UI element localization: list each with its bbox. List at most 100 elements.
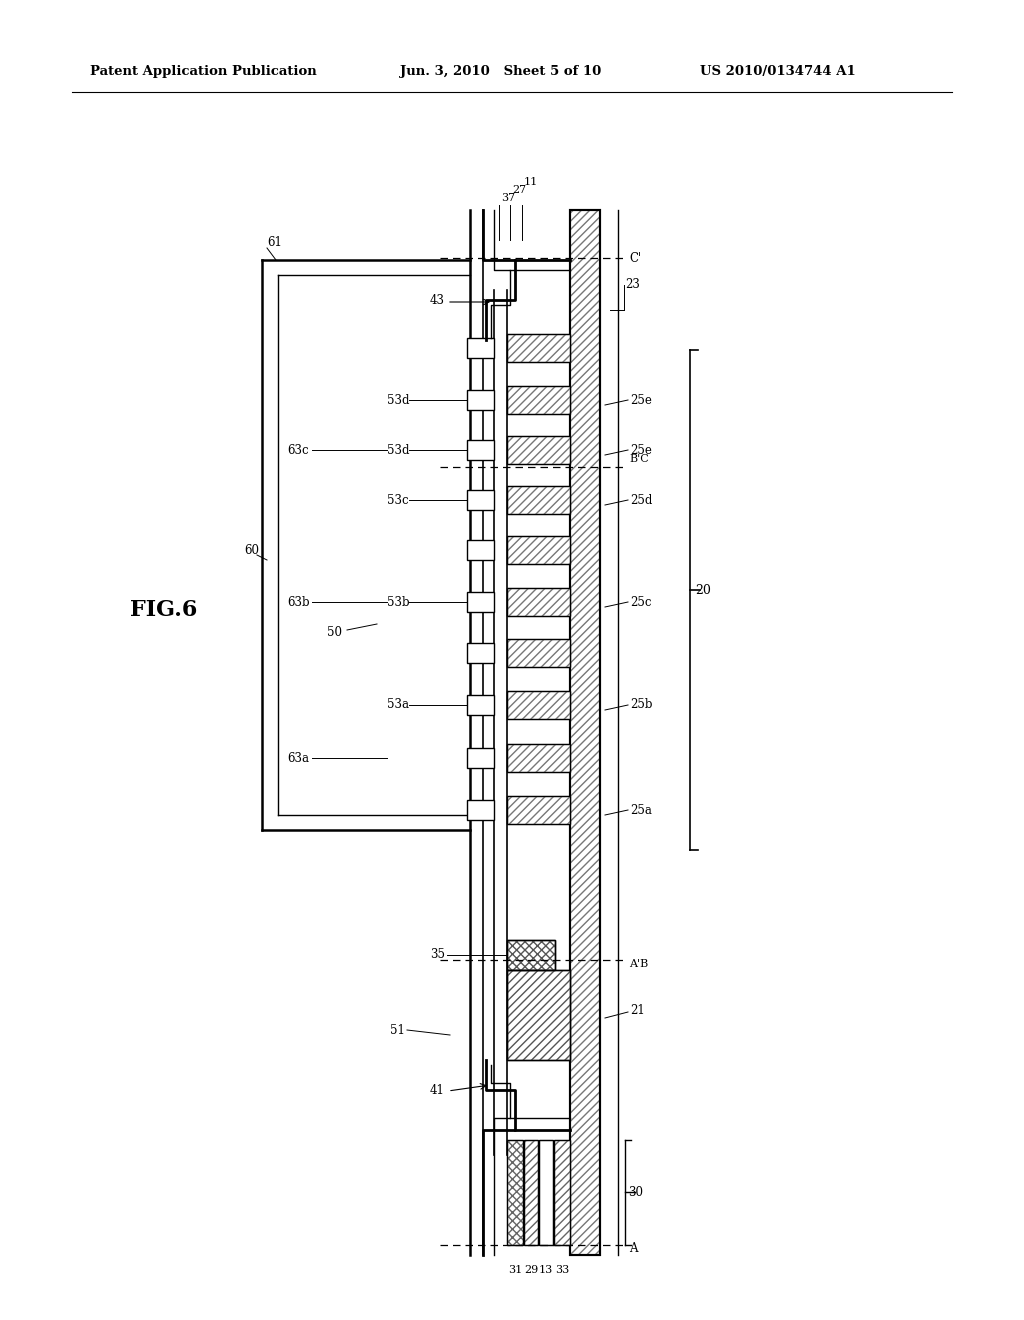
- Text: 41: 41: [430, 1084, 444, 1097]
- Text: 27: 27: [512, 185, 526, 195]
- Text: C': C': [629, 252, 641, 264]
- Bar: [507, 334, 570, 362]
- Bar: [467, 440, 494, 459]
- Bar: [507, 334, 570, 362]
- Bar: [570, 210, 600, 1255]
- Bar: [507, 690, 570, 719]
- Bar: [507, 486, 570, 513]
- Bar: [507, 940, 555, 970]
- Bar: [507, 385, 570, 414]
- Bar: [554, 1140, 570, 1245]
- Bar: [507, 587, 570, 616]
- Text: 30: 30: [628, 1185, 643, 1199]
- Bar: [507, 940, 555, 970]
- Text: 53b: 53b: [387, 595, 410, 609]
- Bar: [507, 639, 570, 667]
- Text: 50: 50: [327, 626, 342, 639]
- Text: 25d: 25d: [630, 494, 652, 507]
- Text: 13: 13: [539, 1265, 553, 1275]
- Text: 43: 43: [430, 293, 445, 306]
- Bar: [507, 1140, 523, 1245]
- Bar: [507, 536, 570, 564]
- Bar: [507, 436, 570, 465]
- Text: US 2010/0134744 A1: US 2010/0134744 A1: [700, 66, 856, 78]
- Text: A'B: A'B: [629, 960, 648, 969]
- Bar: [507, 744, 570, 772]
- Text: 21: 21: [630, 1003, 645, 1016]
- Bar: [507, 796, 570, 824]
- Text: Jun. 3, 2010   Sheet 5 of 10: Jun. 3, 2010 Sheet 5 of 10: [400, 66, 601, 78]
- Text: Patent Application Publication: Patent Application Publication: [90, 66, 316, 78]
- Bar: [524, 1140, 538, 1245]
- Bar: [507, 639, 570, 667]
- Bar: [507, 639, 570, 667]
- Bar: [539, 1140, 553, 1245]
- Bar: [507, 587, 570, 616]
- Bar: [507, 970, 570, 1060]
- Bar: [507, 587, 570, 616]
- Bar: [507, 744, 570, 772]
- Bar: [507, 486, 570, 513]
- Bar: [507, 1140, 523, 1245]
- Text: 11: 11: [524, 177, 539, 187]
- Bar: [539, 1140, 553, 1245]
- Bar: [507, 744, 570, 772]
- Text: 37: 37: [501, 193, 515, 203]
- Text: B'C: B'C: [629, 454, 649, 465]
- Bar: [467, 748, 494, 768]
- Bar: [507, 690, 570, 719]
- Bar: [507, 690, 570, 719]
- Bar: [467, 800, 494, 820]
- Text: 25a: 25a: [630, 804, 652, 817]
- Text: 20: 20: [695, 583, 711, 597]
- Text: 25e: 25e: [630, 444, 652, 457]
- Bar: [507, 970, 570, 1060]
- Text: 25c: 25c: [630, 595, 651, 609]
- Bar: [467, 540, 494, 560]
- Bar: [507, 536, 570, 564]
- Text: 61: 61: [267, 235, 282, 248]
- Text: 25e: 25e: [630, 393, 652, 407]
- Bar: [524, 1140, 538, 1245]
- Bar: [507, 796, 570, 824]
- Bar: [467, 389, 494, 411]
- Text: 35: 35: [430, 949, 445, 961]
- Bar: [570, 210, 600, 1255]
- Text: 63b: 63b: [287, 595, 309, 609]
- Bar: [467, 696, 494, 715]
- Bar: [507, 536, 570, 564]
- Bar: [554, 1140, 570, 1245]
- Text: 60: 60: [244, 544, 259, 557]
- Bar: [507, 940, 555, 970]
- Bar: [507, 385, 570, 414]
- Text: 53c: 53c: [387, 494, 409, 507]
- Bar: [507, 334, 570, 362]
- Bar: [467, 490, 494, 510]
- Bar: [570, 210, 600, 1255]
- Bar: [467, 643, 494, 663]
- Bar: [507, 970, 570, 1060]
- Text: 23: 23: [625, 279, 640, 292]
- Text: 53a: 53a: [387, 698, 409, 711]
- Text: A: A: [629, 1242, 638, 1254]
- Bar: [507, 436, 570, 465]
- Text: 53d: 53d: [387, 444, 410, 457]
- Text: 29: 29: [524, 1265, 539, 1275]
- Bar: [467, 338, 494, 358]
- Text: FIG.6: FIG.6: [130, 599, 198, 620]
- Bar: [507, 486, 570, 513]
- Bar: [507, 385, 570, 414]
- Text: 53d: 53d: [387, 393, 410, 407]
- Text: 33: 33: [555, 1265, 569, 1275]
- Text: 25b: 25b: [630, 698, 652, 711]
- Bar: [507, 436, 570, 465]
- Bar: [524, 1140, 538, 1245]
- Text: 63c: 63c: [287, 444, 308, 457]
- Bar: [554, 1140, 570, 1245]
- Bar: [507, 796, 570, 824]
- Text: 63a: 63a: [287, 751, 309, 764]
- Text: 31: 31: [508, 1265, 522, 1275]
- Bar: [467, 591, 494, 612]
- Bar: [507, 1140, 523, 1245]
- Text: 51: 51: [390, 1023, 404, 1036]
